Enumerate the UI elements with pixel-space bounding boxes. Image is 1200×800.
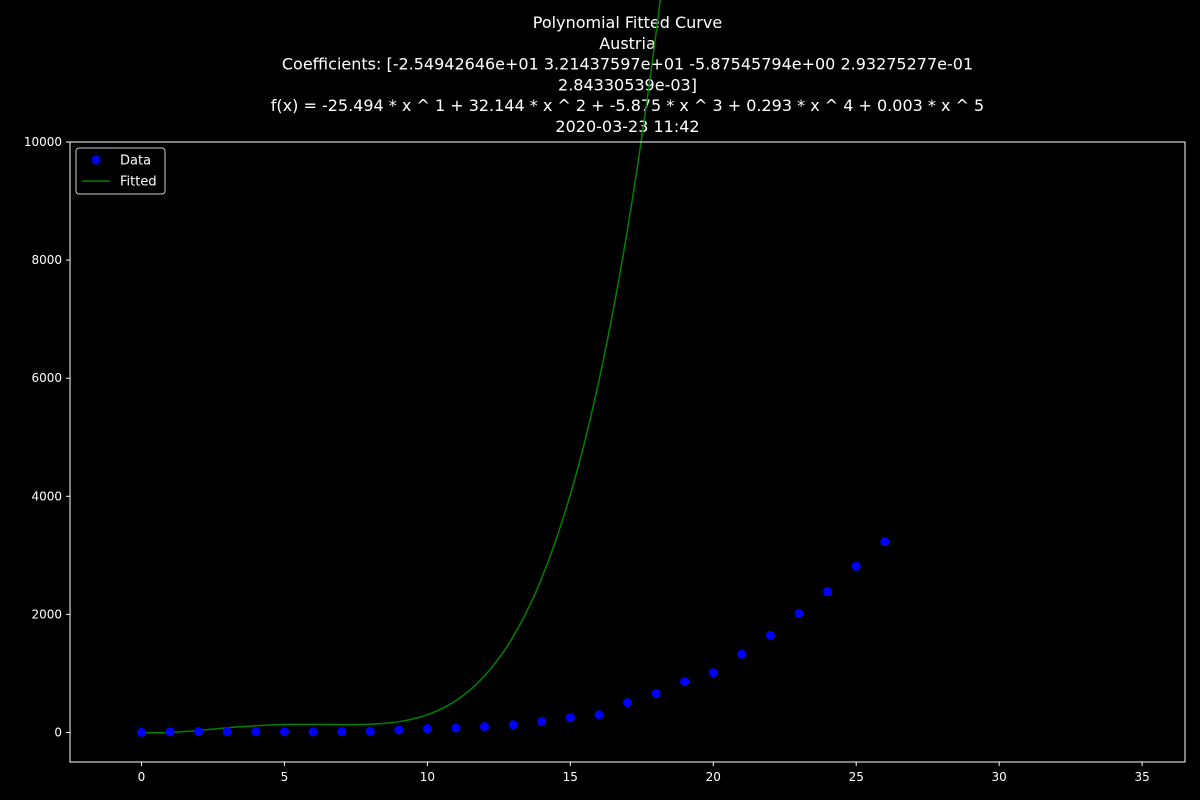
- data-point: [680, 677, 690, 687]
- x-tick-label: 20: [706, 770, 721, 784]
- y-tick-label: 4000: [31, 489, 62, 503]
- data-point: [823, 587, 833, 597]
- x-tick-label: 0: [138, 770, 146, 784]
- data-point: [737, 649, 747, 659]
- y-tick-label: 0: [54, 725, 62, 739]
- legend: Data Fitted: [75, 147, 166, 195]
- data-point: [194, 726, 204, 736]
- data-point: [594, 710, 604, 720]
- data-point: [794, 608, 804, 618]
- data-point: [508, 720, 518, 730]
- x-tick-label: 35: [1134, 770, 1149, 784]
- fitted-series: [141, 0, 661, 734]
- legend-label: Data: [120, 154, 151, 169]
- data-point: [451, 723, 461, 733]
- chart-title: Polynomial Fitted Curve Austria Coefficien…: [271, 13, 984, 136]
- data-point: [651, 689, 661, 699]
- data-point: [623, 698, 632, 708]
- x-tick-label: 10: [420, 770, 435, 784]
- title-line-1: Austria: [599, 34, 656, 53]
- data-point: [308, 727, 318, 737]
- data-point: [279, 727, 289, 737]
- title-line-2: Coefficients: [-2.54942646e+01 3.2143759…: [282, 55, 973, 74]
- y-tick-label: 6000: [31, 371, 62, 385]
- title-line-5: 2020-03-23 11:42: [555, 117, 699, 136]
- fitted-curve-line: [141, 0, 661, 734]
- y-tick-label: 8000: [31, 253, 62, 267]
- legend-marker-data: [91, 155, 101, 165]
- data-point: [222, 727, 232, 737]
- data-point: [565, 713, 575, 723]
- data-point: [708, 668, 718, 678]
- axes-frame: [69, 141, 1186, 763]
- data-point: [365, 726, 375, 736]
- data-point: [337, 727, 347, 737]
- data-point: [851, 561, 861, 571]
- data-series: [136, 537, 890, 737]
- legend-label: Fitted: [120, 175, 157, 190]
- data-point: [537, 717, 547, 727]
- title-line-0: Polynomial Fitted Curve: [533, 13, 722, 32]
- data-point: [765, 630, 775, 640]
- data-point: [251, 727, 261, 737]
- data-point: [136, 727, 146, 737]
- data-point: [480, 722, 490, 732]
- title-line-3: 2.84330539e-03]: [558, 75, 697, 94]
- title-line-4: f(x) = -25.494 * x ^ 1 + 32.144 * x ^ 2 …: [271, 96, 984, 115]
- data-point: [394, 725, 404, 735]
- data-point: [165, 727, 175, 737]
- axes: 0 5 10 15 20 25 30 35 0 2000 4000 6000 8000 10000: [24, 135, 1186, 784]
- x-tick-label: 30: [992, 770, 1007, 784]
- data-point: [422, 724, 432, 734]
- x-tick-label: 5: [281, 770, 289, 784]
- y-tick-label: 2000: [31, 607, 62, 621]
- y-tick-label: 10000: [24, 135, 62, 149]
- x-tick-label: 25: [849, 770, 864, 784]
- data-point: [880, 537, 890, 547]
- x-tick-label: 15: [563, 770, 578, 784]
